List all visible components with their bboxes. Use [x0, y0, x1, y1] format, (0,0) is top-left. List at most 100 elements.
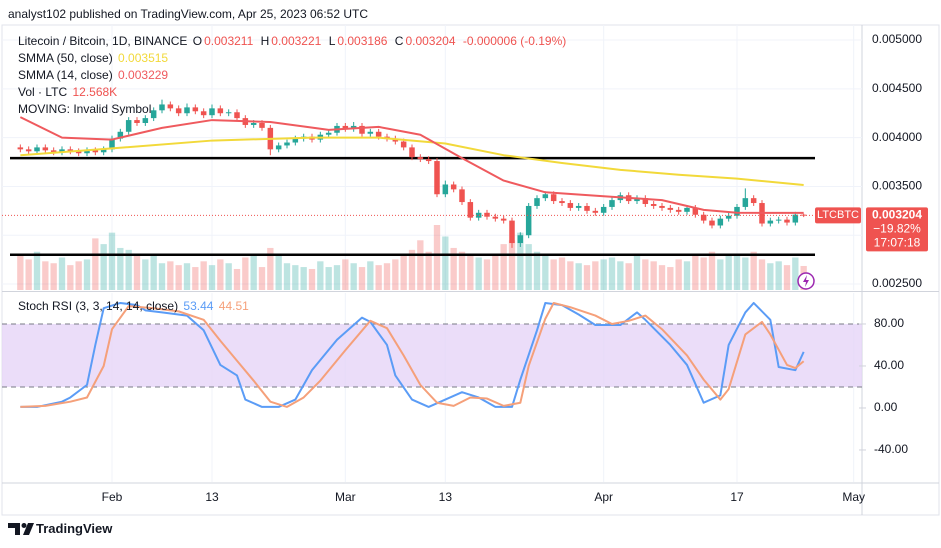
candle-body: [700, 214, 707, 221]
candle-body: [84, 150, 90, 154]
candle-body: [367, 131, 374, 134]
volume-bar: [408, 249, 416, 290]
candle-body: [450, 184, 457, 190]
volume-bar: [600, 259, 607, 290]
candle-body: [225, 112, 232, 114]
candle-body: [25, 149, 32, 152]
candle-body: [742, 198, 749, 207]
volume-bar: [567, 261, 574, 290]
price-change-tag: −19.82%: [873, 222, 921, 236]
candle-body: [650, 204, 657, 206]
ohlc: L 0.003186: [329, 34, 390, 48]
volume-bar: [425, 251, 432, 290]
volume-bar: [342, 259, 349, 290]
candle-body: [659, 205, 665, 208]
ohlc-letter: C: [394, 34, 404, 48]
legend-row: Litecoin / Bitcoin, 1D, BINANCE O 0.00321…: [18, 33, 568, 50]
volume-bar: [717, 259, 724, 290]
volume-bar: [792, 257, 799, 290]
candle-body: [209, 108, 215, 116]
candle-body: [709, 220, 715, 226]
volume-bar: [525, 244, 532, 290]
candle-body: [275, 145, 282, 150]
candle-body: [734, 206, 740, 216]
volume-value: 12.568K: [72, 85, 118, 99]
candle-body: [325, 132, 332, 135]
candle-body: [750, 198, 757, 204]
candle-body: [792, 214, 799, 223]
volume-bar: [233, 268, 241, 290]
volume-bar: [283, 263, 291, 290]
volume-bar: [642, 259, 649, 290]
volume-bar: [375, 265, 382, 290]
volume-bar: [458, 251, 466, 290]
volume-bar: [583, 265, 591, 290]
volume-bar: [400, 253, 407, 290]
volume-bar: [308, 268, 316, 290]
alert-icon: [803, 275, 809, 287]
volume-bar: [125, 249, 132, 290]
volume-bar: [492, 253, 499, 290]
volume-bar: [242, 257, 249, 290]
volume-bar: [108, 232, 116, 290]
volume-bar: [150, 253, 157, 290]
ohlc-letter: O: [192, 34, 203, 48]
candle-body: [717, 218, 724, 226]
ohlc-letter: H: [260, 34, 270, 48]
volume-name: Vol · LTC: [18, 85, 68, 99]
stoch-band: [2, 323, 862, 387]
candle-body: [142, 118, 149, 123]
candle-body: [592, 210, 599, 213]
symbol-tag-bg: [815, 207, 861, 224]
candle-body: [200, 111, 207, 116]
main-legend: Litecoin / Bitcoin, 1D, BINANCE O 0.00321…: [18, 33, 568, 118]
candle-body: [259, 122, 265, 128]
x-tick-label: 17: [730, 490, 744, 504]
volume-bar: [358, 267, 366, 290]
logo: [8, 523, 34, 535]
candle-body: [692, 207, 699, 215]
volume-bar: [33, 251, 41, 290]
y-tick-label: 0.003500: [872, 179, 922, 193]
x-tick-label: Feb: [102, 490, 123, 504]
volume-bar: [783, 265, 791, 290]
logo-mark: [8, 523, 20, 535]
candle-body: [184, 107, 190, 114]
y-tick-label: 40.00: [874, 358, 904, 372]
candle-body: [434, 161, 440, 195]
volume-bar: [725, 253, 732, 290]
logo-dot: [21, 523, 27, 528]
candle-body: [667, 207, 674, 210]
volume-bar: [333, 265, 341, 290]
volume-bar: [158, 263, 166, 290]
volume-bar: [500, 244, 507, 290]
ohlc: C 0.003204: [395, 34, 458, 48]
legend-row: SMMA (14, close) 0.003229: [18, 67, 568, 84]
candle-body: [467, 202, 474, 218]
volume-bar: [625, 263, 632, 290]
stoch-line: [20, 301, 805, 408]
volume-bar: [708, 251, 716, 290]
volume-bar: [450, 247, 457, 290]
ohlc: O 0.003211: [193, 34, 256, 48]
candle-body: [600, 206, 607, 213]
volume-bar: [208, 265, 216, 290]
volume-bar: [675, 259, 682, 290]
candle-body: [475, 212, 482, 218]
candle-body: [75, 151, 82, 154]
indicator-name: Stoch RSI (3, 3, 14, 14, close): [18, 299, 179, 313]
candle-body: [117, 131, 124, 139]
volume-bar: [42, 261, 49, 290]
k-value: 53.44: [183, 299, 214, 313]
high-value: 0.003221: [271, 34, 322, 48]
candle-body: [609, 200, 615, 207]
volume-bar: [50, 263, 57, 290]
volume-bar: [225, 263, 232, 290]
volume-bar: [558, 257, 566, 290]
candle-body: [575, 205, 582, 208]
volume-bar: [508, 240, 516, 290]
volume-bar: [175, 265, 182, 290]
volume-bar: [142, 259, 149, 290]
x-tick-label: Mar: [335, 490, 356, 504]
